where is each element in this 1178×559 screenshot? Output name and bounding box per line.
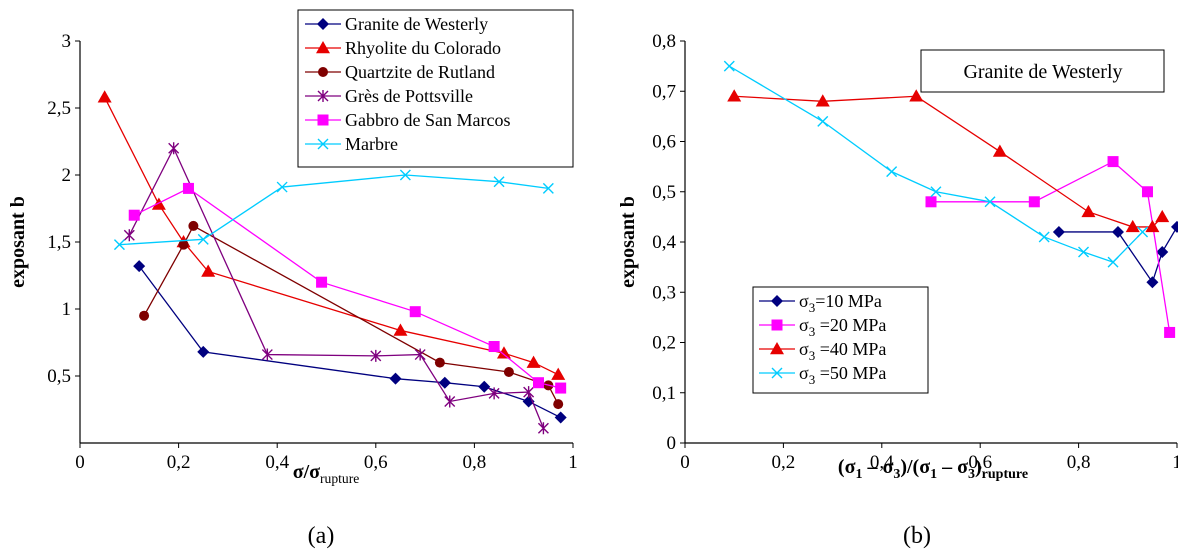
chart-a-x-tick-label: 0,2 xyxy=(167,452,191,473)
legend-marker xyxy=(772,320,783,331)
chart-b-data-point xyxy=(1142,186,1153,197)
chart-a-data-point xyxy=(435,358,445,368)
chart-a-data-point xyxy=(533,377,544,388)
chart-b-y-tick-label: 0,8 xyxy=(652,31,676,52)
chart-a-data-point xyxy=(504,367,514,377)
chart-a-data-point xyxy=(538,422,548,434)
chart-a-y-tick-label: 1 xyxy=(62,299,72,320)
chart-b-x-tick-label: 0,8 xyxy=(1067,452,1091,473)
chart-a-data-point xyxy=(124,229,134,241)
chart-b-data-point xyxy=(926,196,937,207)
chart-b-data-point xyxy=(1164,327,1175,338)
legend-marker xyxy=(318,67,328,77)
chart-a-y-tick-label: 1,5 xyxy=(47,232,71,253)
chart-a-y-tick-label: 2 xyxy=(62,165,72,186)
chart-b-data-point xyxy=(1079,247,1089,257)
chart-b-y-tick-label: 0,7 xyxy=(652,81,676,102)
chart-b-data-point xyxy=(1081,205,1095,217)
chart-a-data-point xyxy=(98,90,112,102)
chart-b-data-point xyxy=(1039,232,1049,242)
chart-a-x-tick-label: 1 xyxy=(568,452,578,473)
chart-b-data-point xyxy=(1108,257,1118,267)
legend-label: Grès de Pottsville xyxy=(345,86,473,106)
chart-b: 0 0,2 0,4 0,6 0,8 100,10,20,30,40,50,60,70,8e… xyxy=(617,31,1178,549)
chart-b-series-line xyxy=(729,66,1142,262)
chart-a-data-point xyxy=(133,260,145,272)
legend-marker xyxy=(318,115,329,126)
legend-label: Quartzite de Rutland xyxy=(345,62,495,82)
chart-b-panel-label: (b) xyxy=(903,523,931,549)
chart-a-data-point xyxy=(551,368,565,380)
chart-b-y-tick-label: 0,1 xyxy=(652,383,676,404)
chart-b-y-tick-label: 0,2 xyxy=(652,333,676,354)
chart-b-y-axis-label: exposant b xyxy=(617,196,639,288)
chart-b-data-point xyxy=(1029,196,1040,207)
chart-a-data-point xyxy=(183,183,194,194)
chart-a-panel-label: (a) xyxy=(308,523,335,549)
chart-a-x-tick-label: 0,8 xyxy=(463,452,487,473)
chart-a-y-tick-label: 3 xyxy=(62,31,72,52)
chart-a-x-tick-label: 0,4 xyxy=(265,452,289,473)
chart-a-y-tick-label: 2,5 xyxy=(47,98,71,119)
legend-label: Marbre xyxy=(345,134,398,154)
chart-b-data-point xyxy=(1108,156,1119,167)
chart-a-data-point xyxy=(478,381,490,393)
chart-b-series-line xyxy=(734,96,1162,227)
legend-label: Rhyolite du Colorado xyxy=(345,38,501,58)
chart-b-y-tick-label: 0,5 xyxy=(652,182,676,203)
chart-b-data-point xyxy=(1146,276,1158,288)
chart-b-data-point xyxy=(1053,226,1065,238)
chart-a-data-point xyxy=(390,373,402,385)
chart-a-data-point xyxy=(139,311,149,321)
chart-b-data-point xyxy=(1112,226,1124,238)
chart-b-data-point xyxy=(887,167,897,177)
chart-a-data-point xyxy=(316,277,327,288)
chart-b-data-point xyxy=(1126,220,1140,232)
chart-b-x-axis-label: (σ1 – σ3)/(σ1 – σ3)rupture xyxy=(838,456,1028,482)
chart-a-x-tick-label: 0,6 xyxy=(364,452,388,473)
chart-a-data-point xyxy=(169,142,179,154)
legend-label: Granite de Westerly xyxy=(345,14,488,34)
chart-b-y-tick-label: 0 xyxy=(667,433,677,454)
chart-a-data-point xyxy=(555,383,566,394)
legend-label: Gabbro de San Marcos xyxy=(345,110,510,130)
chart-a-data-point xyxy=(129,210,140,221)
chart-b-series-line xyxy=(931,162,1170,333)
chart-a-legend: Granite de Westerly Rhyolite du Colorado Q… xyxy=(298,10,573,167)
chart-b-data-point xyxy=(993,145,1007,157)
chart-a-data-point xyxy=(188,221,198,231)
chart-b-x-tick-label: 0,2 xyxy=(772,452,796,473)
chart-a-data-point xyxy=(197,346,209,358)
chart-b-x-tick-label: 0 xyxy=(680,452,690,473)
chart-b-y-tick-label: 0,4 xyxy=(652,232,676,253)
chart-a-series-line xyxy=(134,188,560,388)
chart-b-x-tick-label: 1 xyxy=(1172,452,1178,473)
chart-a-y-tick-label: 0,5 xyxy=(47,366,71,387)
chart-a-y-axis-label: exposant b xyxy=(7,196,29,288)
chart-b-title: Granite de Westerly xyxy=(963,61,1122,83)
chart-b-data-point xyxy=(818,116,828,126)
chart-a-data-point xyxy=(553,399,563,409)
chart-a-data-point xyxy=(489,341,500,352)
chart-a-x-tick-label: 0 xyxy=(75,452,85,473)
chart-b-data-point xyxy=(1155,210,1169,222)
chart-b-y-tick-label: 0,6 xyxy=(652,132,676,153)
chart-a: 0 0,2 0,4 0,6 0,8 1 0,5 1 1,5 2 2,5 3 exposant b σ/σr… xyxy=(7,10,578,549)
chart-b-y-tick-label: 0,3 xyxy=(652,282,676,303)
chart-a-data-point xyxy=(410,306,421,317)
chart-b-data-point xyxy=(724,61,734,71)
chart-b-data-point xyxy=(727,89,741,101)
chart-a-x-axis-label: σ/σrupture xyxy=(293,461,360,486)
chart-a-data-point xyxy=(555,412,567,424)
